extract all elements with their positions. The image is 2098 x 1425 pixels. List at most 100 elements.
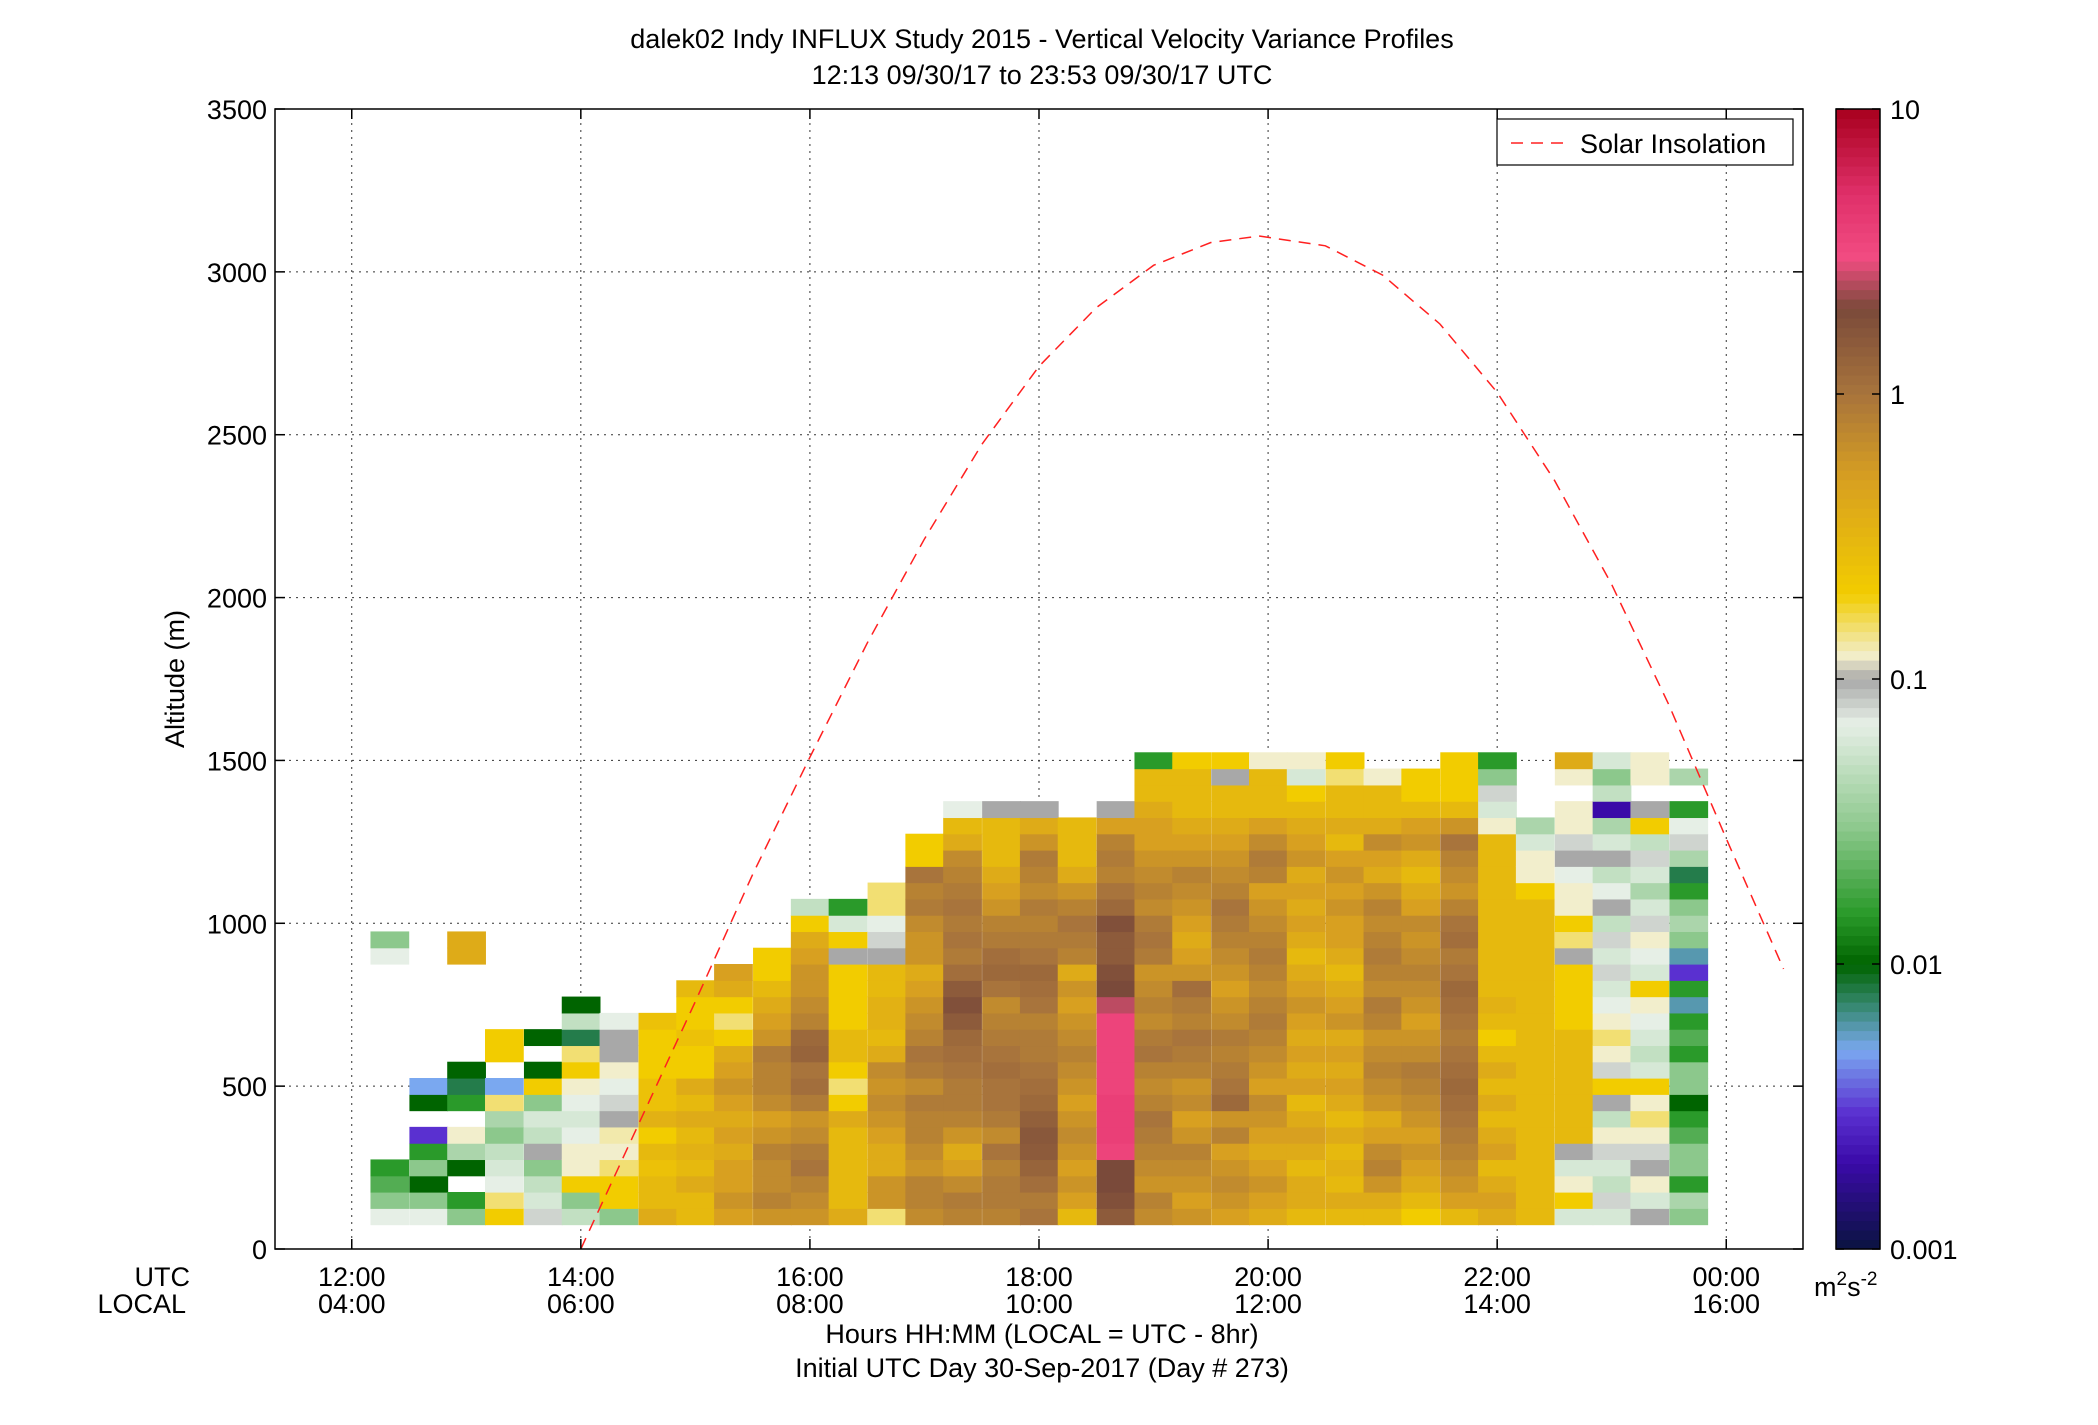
heatmap-cell xyxy=(561,996,601,1014)
heatmap-cell xyxy=(1172,817,1212,835)
heatmap-cell xyxy=(1057,964,1097,981)
heatmap-cell xyxy=(1325,1061,1365,1079)
heatmap-cell xyxy=(1554,752,1594,770)
heatmap-cell xyxy=(561,1094,601,1112)
heatmap-cell xyxy=(1554,801,1594,819)
heatmap-cell xyxy=(1286,1126,1326,1144)
heatmap-cell xyxy=(1172,1208,1212,1226)
heatmap-cell xyxy=(638,1061,678,1079)
heatmap-cell xyxy=(1096,1110,1136,1128)
heatmap-cell xyxy=(1057,1078,1097,1095)
heatmap-cell xyxy=(1249,980,1288,998)
heatmap-cell xyxy=(1249,1094,1288,1112)
heatmap-cell xyxy=(1211,1094,1250,1112)
colorbar-band xyxy=(1836,498,1880,509)
heatmap-cell xyxy=(943,947,982,965)
heatmap-cell xyxy=(867,1094,907,1112)
colorbar-band xyxy=(1836,821,1880,832)
heatmap-cell xyxy=(1554,1029,1594,1047)
heatmap-cell xyxy=(1630,1192,1670,1209)
heatmap-cell xyxy=(1057,1192,1097,1209)
heatmap-cell xyxy=(790,1110,830,1128)
colorbar-band xyxy=(1836,1106,1880,1117)
heatmap-cell xyxy=(1478,1126,1517,1144)
heatmap-cell xyxy=(753,1029,792,1047)
heatmap-cell xyxy=(1325,1175,1365,1193)
chart-title-line1: dalek02 Indy INFLUX Study 2015 - Vertica… xyxy=(630,24,1453,54)
heatmap-cell xyxy=(1363,768,1403,786)
heatmap-cell xyxy=(638,1110,678,1128)
heatmap-cell xyxy=(1478,784,1517,802)
colorbar-band xyxy=(1836,774,1880,785)
heatmap-cell xyxy=(1211,817,1250,835)
heatmap-cell xyxy=(1515,882,1555,900)
heatmap-cell xyxy=(409,1143,449,1161)
heatmap-cell xyxy=(485,1045,524,1063)
heatmap-cell xyxy=(1440,801,1480,819)
colorbar-band xyxy=(1836,565,1880,576)
heatmap-cell xyxy=(753,947,792,965)
heatmap-cell xyxy=(1096,1192,1136,1209)
heatmap-cell xyxy=(1286,1192,1326,1209)
heatmap-cell xyxy=(1096,866,1136,884)
heatmap-cell xyxy=(1515,850,1555,867)
heatmap-cell xyxy=(905,947,945,965)
heatmap-cell xyxy=(1019,833,1059,851)
heatmap-cell xyxy=(1554,1045,1594,1063)
heatmap-cell xyxy=(753,1143,792,1161)
colorbar-band xyxy=(1836,460,1880,471)
heatmap-cell xyxy=(982,1094,1021,1112)
heatmap-cell xyxy=(1592,1110,1632,1128)
heatmap-cell xyxy=(982,1078,1021,1095)
heatmap-cell xyxy=(1286,784,1326,802)
heatmap-cell xyxy=(1440,833,1480,851)
heatmap-cell xyxy=(753,1078,792,1095)
heatmap-cell xyxy=(1172,1012,1212,1030)
heatmap-cell xyxy=(1211,915,1250,933)
heatmap-cell xyxy=(1096,1175,1136,1193)
heatmap-cell xyxy=(370,1208,410,1226)
colorbar-band xyxy=(1836,1211,1880,1222)
heatmap-cell xyxy=(1172,898,1212,916)
heatmap-cell xyxy=(1440,1029,1480,1047)
colorbar-band xyxy=(1836,422,1880,433)
heatmap-cell xyxy=(828,1029,868,1047)
heatmap-cell xyxy=(867,980,907,998)
heatmap-cell xyxy=(828,1126,868,1144)
heatmap-cell xyxy=(1401,980,1441,998)
heatmap-cell xyxy=(1134,1208,1174,1226)
heatmap-cell xyxy=(1630,752,1670,770)
heatmap-cell xyxy=(523,1094,563,1112)
heatmap-cell xyxy=(1478,915,1517,933)
colorbar-band xyxy=(1836,688,1880,699)
heatmap-cell xyxy=(1554,931,1594,949)
heatmap-cell xyxy=(1134,996,1174,1014)
heatmap-cell xyxy=(1019,898,1059,916)
heatmap-cell xyxy=(1211,964,1250,981)
heatmap-cell xyxy=(790,1143,830,1161)
heatmap-cell xyxy=(1554,768,1594,786)
heatmap-cell xyxy=(1057,1126,1097,1144)
colorbar-band xyxy=(1836,128,1880,139)
colorbar-band xyxy=(1836,508,1880,519)
heatmap-cell xyxy=(714,964,753,981)
heatmap-cell xyxy=(790,947,830,965)
heatmap-cell xyxy=(1172,882,1212,900)
heatmap-cell xyxy=(1669,1175,1709,1193)
heatmap-cell xyxy=(714,1159,753,1177)
heatmap-cell xyxy=(867,898,907,916)
heatmap-cell xyxy=(1057,898,1097,916)
heatmap-cell xyxy=(1554,1094,1594,1112)
heatmap-cell xyxy=(905,833,945,851)
colorbar-band xyxy=(1836,878,1880,889)
heatmap-cell xyxy=(1211,898,1250,916)
heatmap-cell xyxy=(1630,817,1670,835)
heatmap-cell xyxy=(1325,898,1365,916)
heatmap-cell xyxy=(867,1175,907,1193)
heatmap-cell xyxy=(1172,784,1212,802)
colorbar-tick-label: 1 xyxy=(1890,380,1905,410)
heatmap-cell xyxy=(905,980,945,998)
heatmap-cell xyxy=(1057,817,1097,835)
heatmap-cell xyxy=(790,996,830,1014)
colorbar-band xyxy=(1836,299,1880,310)
